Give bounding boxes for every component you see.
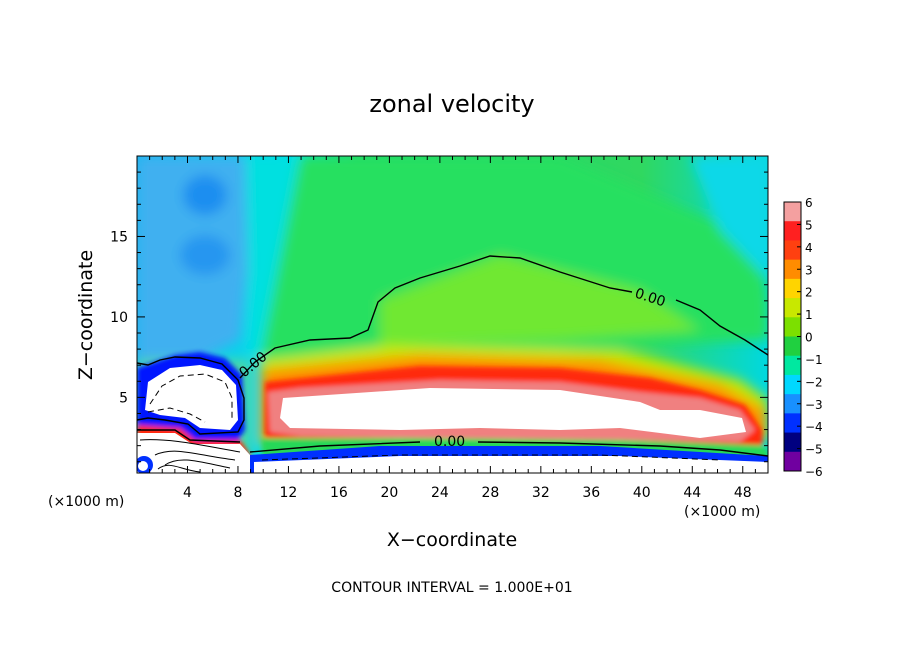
x-unit-right: (×1000 m) [684, 504, 760, 520]
y-tick-label: 5 [119, 390, 128, 406]
y-axis-ticks: 5 10 15 [110, 171, 768, 463]
x-tick-label: 36 [582, 485, 600, 501]
contour-label-3: 0.00 [434, 434, 465, 450]
y-tick-label: 10 [110, 310, 128, 326]
colorbar-swatch [784, 394, 801, 414]
x-tick-label: 8 [233, 485, 242, 501]
colorbar-swatch [784, 317, 801, 337]
x-tick-label: 48 [734, 485, 752, 501]
x-axis-label: X−coordinate [387, 529, 517, 551]
colorbar-swatch [784, 259, 801, 280]
heatmap-field [137, 156, 768, 473]
colorbar-swatch [784, 413, 801, 434]
colorbar-tick-label: 6 [805, 196, 813, 210]
colorbar-tick-label: 1 [805, 308, 813, 322]
colorbar-swatch [784, 355, 801, 376]
colorbar-swatch [784, 451, 801, 472]
x-tick-label: 16 [330, 485, 348, 501]
colorbar-tick-label: −5 [805, 443, 823, 457]
colorbar-swatch [784, 202, 801, 222]
colorbar-swatch [784, 336, 801, 357]
x-tick-label: 44 [683, 485, 701, 501]
colorbar-tick-label: 5 [805, 218, 813, 232]
colorbar-tick-label: −3 [805, 398, 823, 412]
y-axis-label: Z−coordinate [75, 250, 97, 380]
colorbar-tick-label: 3 [805, 263, 813, 277]
x-tick-label: 28 [481, 485, 499, 501]
contour-lines [136, 255, 769, 461]
colorbar-swatch [784, 432, 801, 453]
x-tick-label: 12 [280, 485, 298, 501]
colorbar-swatch [784, 221, 801, 241]
colorbar-tick-label: −1 [805, 353, 823, 367]
colorbar-tick-label: −4 [805, 420, 823, 434]
x-unit-left: (×1000 m) [48, 494, 124, 510]
colorbar-swatch [784, 278, 801, 299]
x-tick-label: 40 [633, 485, 651, 501]
colorbar-swatch [784, 374, 801, 395]
colorbar-swatch [784, 298, 801, 318]
colorbar-tick-label: 0 [805, 331, 813, 345]
colorbar-tick-label: 2 [805, 286, 813, 300]
y-tick-label: 15 [110, 229, 128, 245]
x-tick-label: 32 [532, 485, 550, 501]
x-tick-label: 20 [380, 485, 398, 501]
colorbar-swatch [784, 240, 801, 261]
colorbar-tick-label: −2 [805, 375, 823, 389]
x-tick-label: 4 [183, 485, 192, 501]
x-axis-ticks: 4 8 12 16 20 24 28 32 36 40 44 48 [149, 156, 756, 501]
chart-title: zonal velocity [369, 90, 534, 118]
colorbar-tick-label: −6 [805, 465, 823, 479]
colorbar-tick-label: 4 [805, 241, 813, 255]
contour-interval-footer: CONTOUR INTERVAL = 1.000E+01 [331, 580, 572, 596]
x-tick-label: 24 [431, 485, 449, 501]
colorbar: 6 5 4 3 2 1 0 −1 −2 −3 −4 −5 −6 [783, 196, 823, 479]
